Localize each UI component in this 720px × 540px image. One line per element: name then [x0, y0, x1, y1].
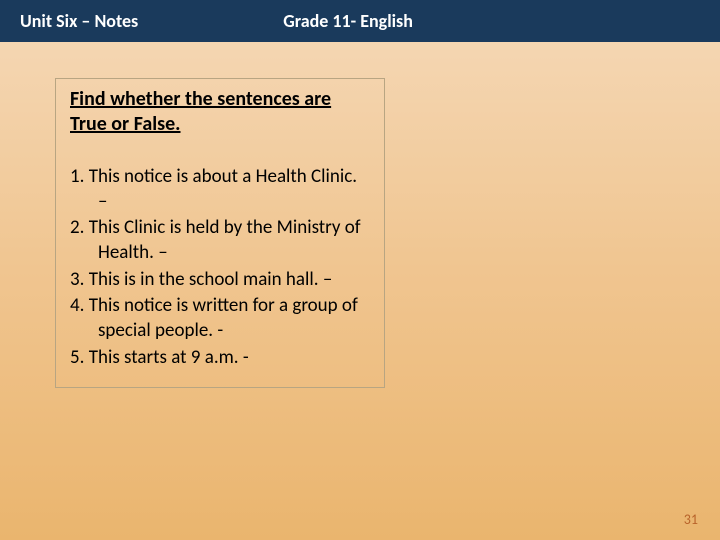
question-item: 3. This is in the school main hall. –: [70, 268, 370, 293]
question-item: 2. This Clinic is held by the Ministry o…: [70, 216, 370, 265]
question-list: 1. This notice is about a Health Clinic.…: [70, 165, 370, 371]
header-bar: Unit Six – Notes Grade 11- English: [0, 0, 720, 42]
question-item: 1. This notice is about a Health Clinic.…: [70, 165, 370, 214]
content-box: Find whether the sentences are True or F…: [55, 78, 385, 388]
instruction-text: Find whether the sentences are True or F…: [70, 87, 370, 137]
question-item: 4. This notice is written for a group of…: [70, 294, 370, 343]
question-item: 5. This starts at 9 a.m. -: [70, 346, 370, 371]
header-right-title: Grade 11- English: [283, 10, 413, 32]
header-left-title: Unit Six – Notes: [20, 10, 138, 32]
page-number: 31: [684, 511, 698, 528]
